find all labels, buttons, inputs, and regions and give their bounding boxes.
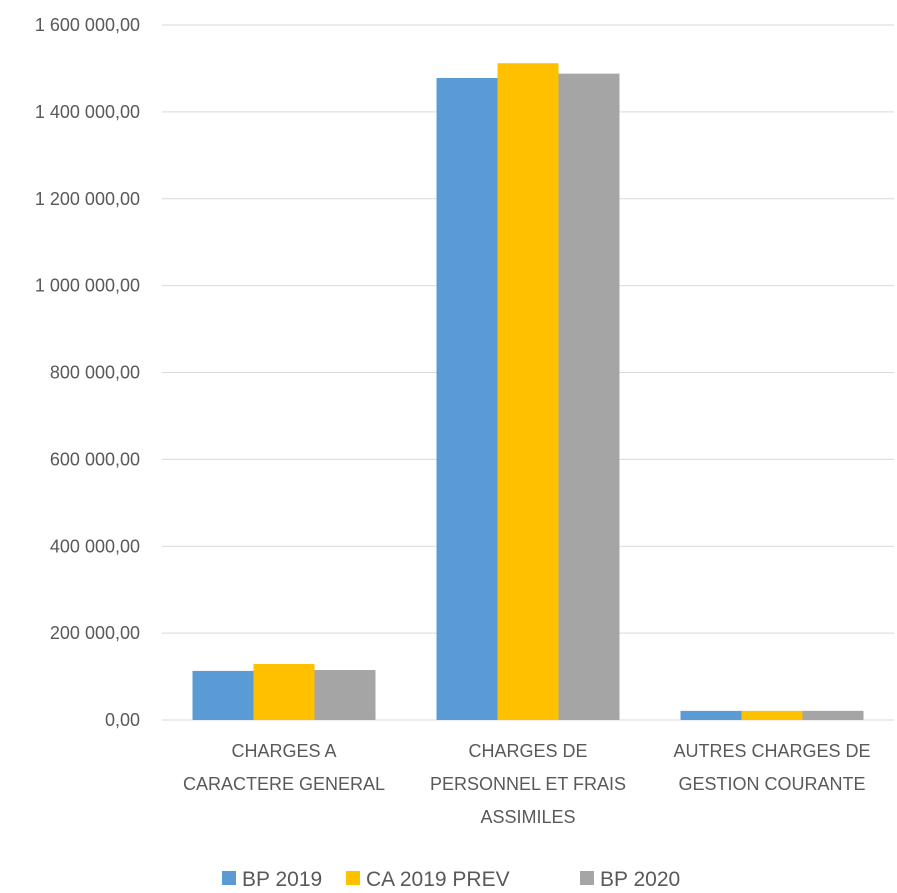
legend: BP 2019 CA 2019 PREV BP 2020 (222, 868, 680, 891)
y-tick-label: 1 200 000,00 (35, 189, 140, 209)
y-tick-label: 400 000,00 (50, 536, 140, 556)
y-tick-label: 1 000 000,00 (35, 276, 140, 296)
x-category-label: GESTION COURANTE (678, 774, 865, 794)
legend-label: BP 2020 (600, 868, 680, 888)
legend-label: BP 2019 (242, 868, 322, 888)
y-tick-label: 1 600 000,00 (35, 15, 140, 35)
y-tick-label: 800 000,00 (50, 363, 140, 383)
legend-label: CA 2019 PREV (366, 868, 510, 888)
bar (741, 710, 803, 720)
bar (497, 63, 559, 721)
bar (314, 670, 376, 720)
legend-swatch (580, 871, 594, 885)
y-tick-label: 1 400 000,00 (35, 102, 140, 122)
bar (436, 77, 498, 720)
legend-swatch (346, 871, 360, 885)
x-category-label: ASSIMILES (480, 807, 575, 827)
y-tick-label: 0,00 (105, 710, 140, 730)
x-category-label: CHARGES A (231, 741, 336, 761)
x-category-label: AUTRES CHARGES DE (673, 741, 870, 761)
x-category-label: PERSONNEL ET FRAIS (430, 774, 626, 794)
bars (192, 63, 864, 721)
x-category-label: CARACTERE GENERAL (183, 774, 385, 794)
x-category-label: CHARGES DE (468, 741, 587, 761)
y-tick-label: 600 000,00 (50, 449, 140, 469)
y-tick-label: 200 000,00 (50, 623, 140, 643)
bar (558, 73, 620, 720)
bar (192, 670, 254, 720)
y-axis-ticks: 0,00 200 000,00 400 000,00 600 000,00 800 00… (35, 15, 140, 730)
bar (253, 663, 315, 720)
bar (802, 710, 864, 720)
x-axis-categories: CHARGES A CARACTERE GENERAL CHARGES DE PERS… (183, 741, 871, 827)
bar (680, 710, 742, 720)
legend-swatch (222, 871, 236, 885)
